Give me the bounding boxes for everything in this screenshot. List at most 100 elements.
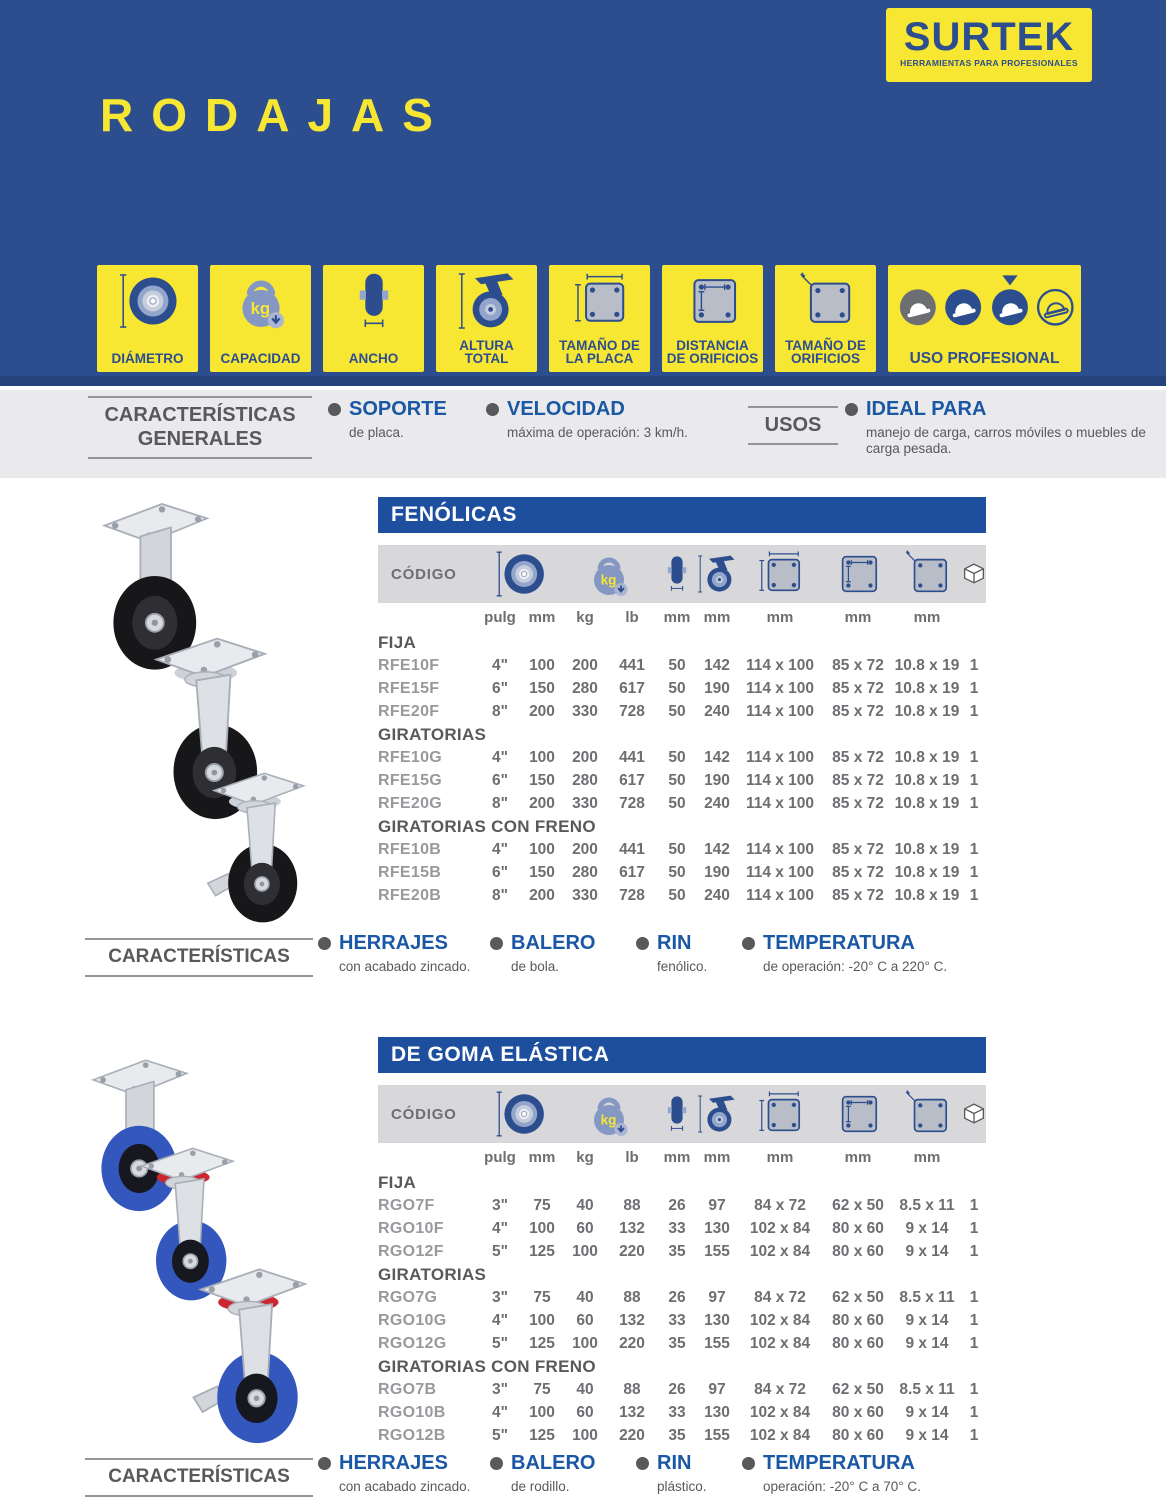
spec-value: 130 xyxy=(704,1312,730,1329)
spec-value: 100 xyxy=(529,1220,555,1237)
spec-value: 85 x 72 xyxy=(832,703,884,720)
spec-value: 1 xyxy=(969,1335,979,1352)
spec-value: 62 x 50 xyxy=(832,1381,884,1398)
spec-value: 1 xyxy=(969,703,979,720)
feature-description: con acabado zincado. xyxy=(339,959,471,974)
table-row: RGO10G 4" 100 60 132 33 130 102 x 84 80 x 60 9 x … xyxy=(378,1309,986,1332)
spec-value: 84 x 72 xyxy=(754,1381,806,1398)
box-quantity-icon xyxy=(961,561,987,587)
feature-rin: RIN plástico. xyxy=(636,1452,707,1495)
unit-label: mm xyxy=(913,609,941,626)
spec-value: 4" xyxy=(492,1220,508,1237)
spec-value: 240 xyxy=(704,887,730,904)
spec-label: USO PROFESIONAL xyxy=(909,350,1060,367)
spec-value: 80 x 60 xyxy=(832,1335,884,1352)
spec-value: 1 xyxy=(969,680,979,697)
spec-label: DIÁMETRO xyxy=(111,351,184,366)
spec-value: 84 x 72 xyxy=(754,1197,806,1214)
unit-label: mm xyxy=(703,1149,731,1166)
wheel-diameter-icon xyxy=(491,548,549,600)
bullet-icon xyxy=(636,1457,649,1470)
feature-rin: RIN fenólico. xyxy=(636,932,707,975)
spec-value: 142 xyxy=(704,657,730,674)
spec-value: 33 xyxy=(668,1220,686,1237)
fenolicas-characteristics-band: CARACTERÍSTICAS HERRAJES con acabado zin… xyxy=(0,930,1166,1000)
spec-value: 114 x 100 xyxy=(745,841,815,858)
feature-label: SOPORTE xyxy=(349,398,447,420)
spec-value: 1 xyxy=(969,1289,979,1306)
spec-value: 75 xyxy=(533,1381,551,1398)
spec-value: 1 xyxy=(969,795,979,812)
spec-value: 130 xyxy=(704,1404,730,1421)
table-row: RFE20G 8" 200 330 728 50 240 114 x 100 85 x 72 10… xyxy=(378,792,986,815)
hole-size-icon xyxy=(796,270,856,332)
spec-value: 100 xyxy=(529,841,555,858)
feature-label: TEMPERATURA xyxy=(763,932,915,954)
spec-value: 80 x 60 xyxy=(832,1243,884,1260)
feature-description: de placa. xyxy=(349,425,404,440)
spec-value: 50 xyxy=(668,864,686,881)
spec-value: 80 x 60 xyxy=(832,1220,884,1237)
spec-value: 142 xyxy=(704,841,730,858)
spec-value: 330 xyxy=(572,795,598,812)
spec-value: 33 xyxy=(668,1312,686,1329)
spec-value: 114 x 100 xyxy=(745,887,815,904)
feature-balero: BALERO de bola. xyxy=(490,932,595,975)
spec-value: 50 xyxy=(668,680,686,697)
spec-value: 97 xyxy=(708,1289,726,1306)
product-code: RGO10B xyxy=(378,1404,446,1421)
feature-balero: BALERO de rodillo. xyxy=(490,1452,595,1495)
spec-value: 4" xyxy=(492,841,508,858)
table-group-header: FIJA xyxy=(378,1173,417,1192)
spec-value: 40 xyxy=(576,1381,594,1398)
unit-label: mm xyxy=(663,1149,691,1166)
spec-value: 728 xyxy=(619,887,645,904)
spec-value: 88 xyxy=(623,1289,641,1306)
feature-description: fenólico. xyxy=(657,959,708,974)
spec-value: 40 xyxy=(576,1197,594,1214)
feature-ideal-para: IDEAL PARA manejo de carga, carros móvil… xyxy=(845,398,1156,457)
product-code: RFE20B xyxy=(378,887,442,904)
feature-label: HERRAJES xyxy=(339,932,448,954)
spec-value: 102 x 84 xyxy=(749,1243,811,1260)
spec-box-distancia-orificios: DISTANCIA DE ORIFICIOS xyxy=(662,265,763,372)
product-code: RGO10G xyxy=(378,1312,447,1329)
width-icon xyxy=(657,1090,697,1138)
spec-value: 100 xyxy=(529,1312,555,1329)
spec-value: 441 xyxy=(619,749,645,766)
spec-value: 125 xyxy=(529,1243,555,1260)
spec-value: 10.8 x 19 xyxy=(894,657,960,674)
bullet-icon xyxy=(328,403,341,416)
spec-value: 100 xyxy=(529,657,555,674)
table-title-bar: DE GOMA ELÁSTICA xyxy=(378,1037,986,1073)
table-group-header: GIRATORIAS CON FRENO xyxy=(378,817,596,836)
spec-value: 125 xyxy=(529,1427,555,1444)
units-spacer xyxy=(378,1146,478,1170)
feature-description: con acabado zincado. xyxy=(339,1479,471,1494)
table-title-bar: FENÓLICAS xyxy=(378,497,986,533)
spec-value: 200 xyxy=(572,841,598,858)
spec-value: 125 xyxy=(529,1335,555,1352)
product-code: RGO10F xyxy=(378,1220,444,1237)
spec-value: 617 xyxy=(619,864,645,881)
bullet-icon xyxy=(318,1457,331,1470)
spec-value: 85 x 72 xyxy=(832,864,884,881)
spec-value: 200 xyxy=(572,657,598,674)
unit-label: mm xyxy=(703,609,731,626)
spec-box-tamano-placa: TAMAÑO DE LA PLACA xyxy=(549,265,650,372)
spec-value: 150 xyxy=(529,772,555,789)
spec-value: 35 xyxy=(668,1335,686,1352)
spec-value: 150 xyxy=(529,864,555,881)
spec-value: 4" xyxy=(492,657,508,674)
wheel-diameter-icon xyxy=(491,1088,549,1140)
spec-value: 6" xyxy=(492,772,508,789)
spec-value: 1 xyxy=(969,657,979,674)
spec-value: 280 xyxy=(572,864,598,881)
spec-value: 33 xyxy=(668,1404,686,1421)
plate-size-icon xyxy=(754,1090,806,1138)
spec-value: 4" xyxy=(492,1404,508,1421)
spec-value: 9 x 14 xyxy=(905,1427,949,1444)
spec-value: 1 xyxy=(969,1220,979,1237)
spec-value: 8.5 x 11 xyxy=(899,1197,955,1214)
spec-value: 1 xyxy=(969,864,979,881)
